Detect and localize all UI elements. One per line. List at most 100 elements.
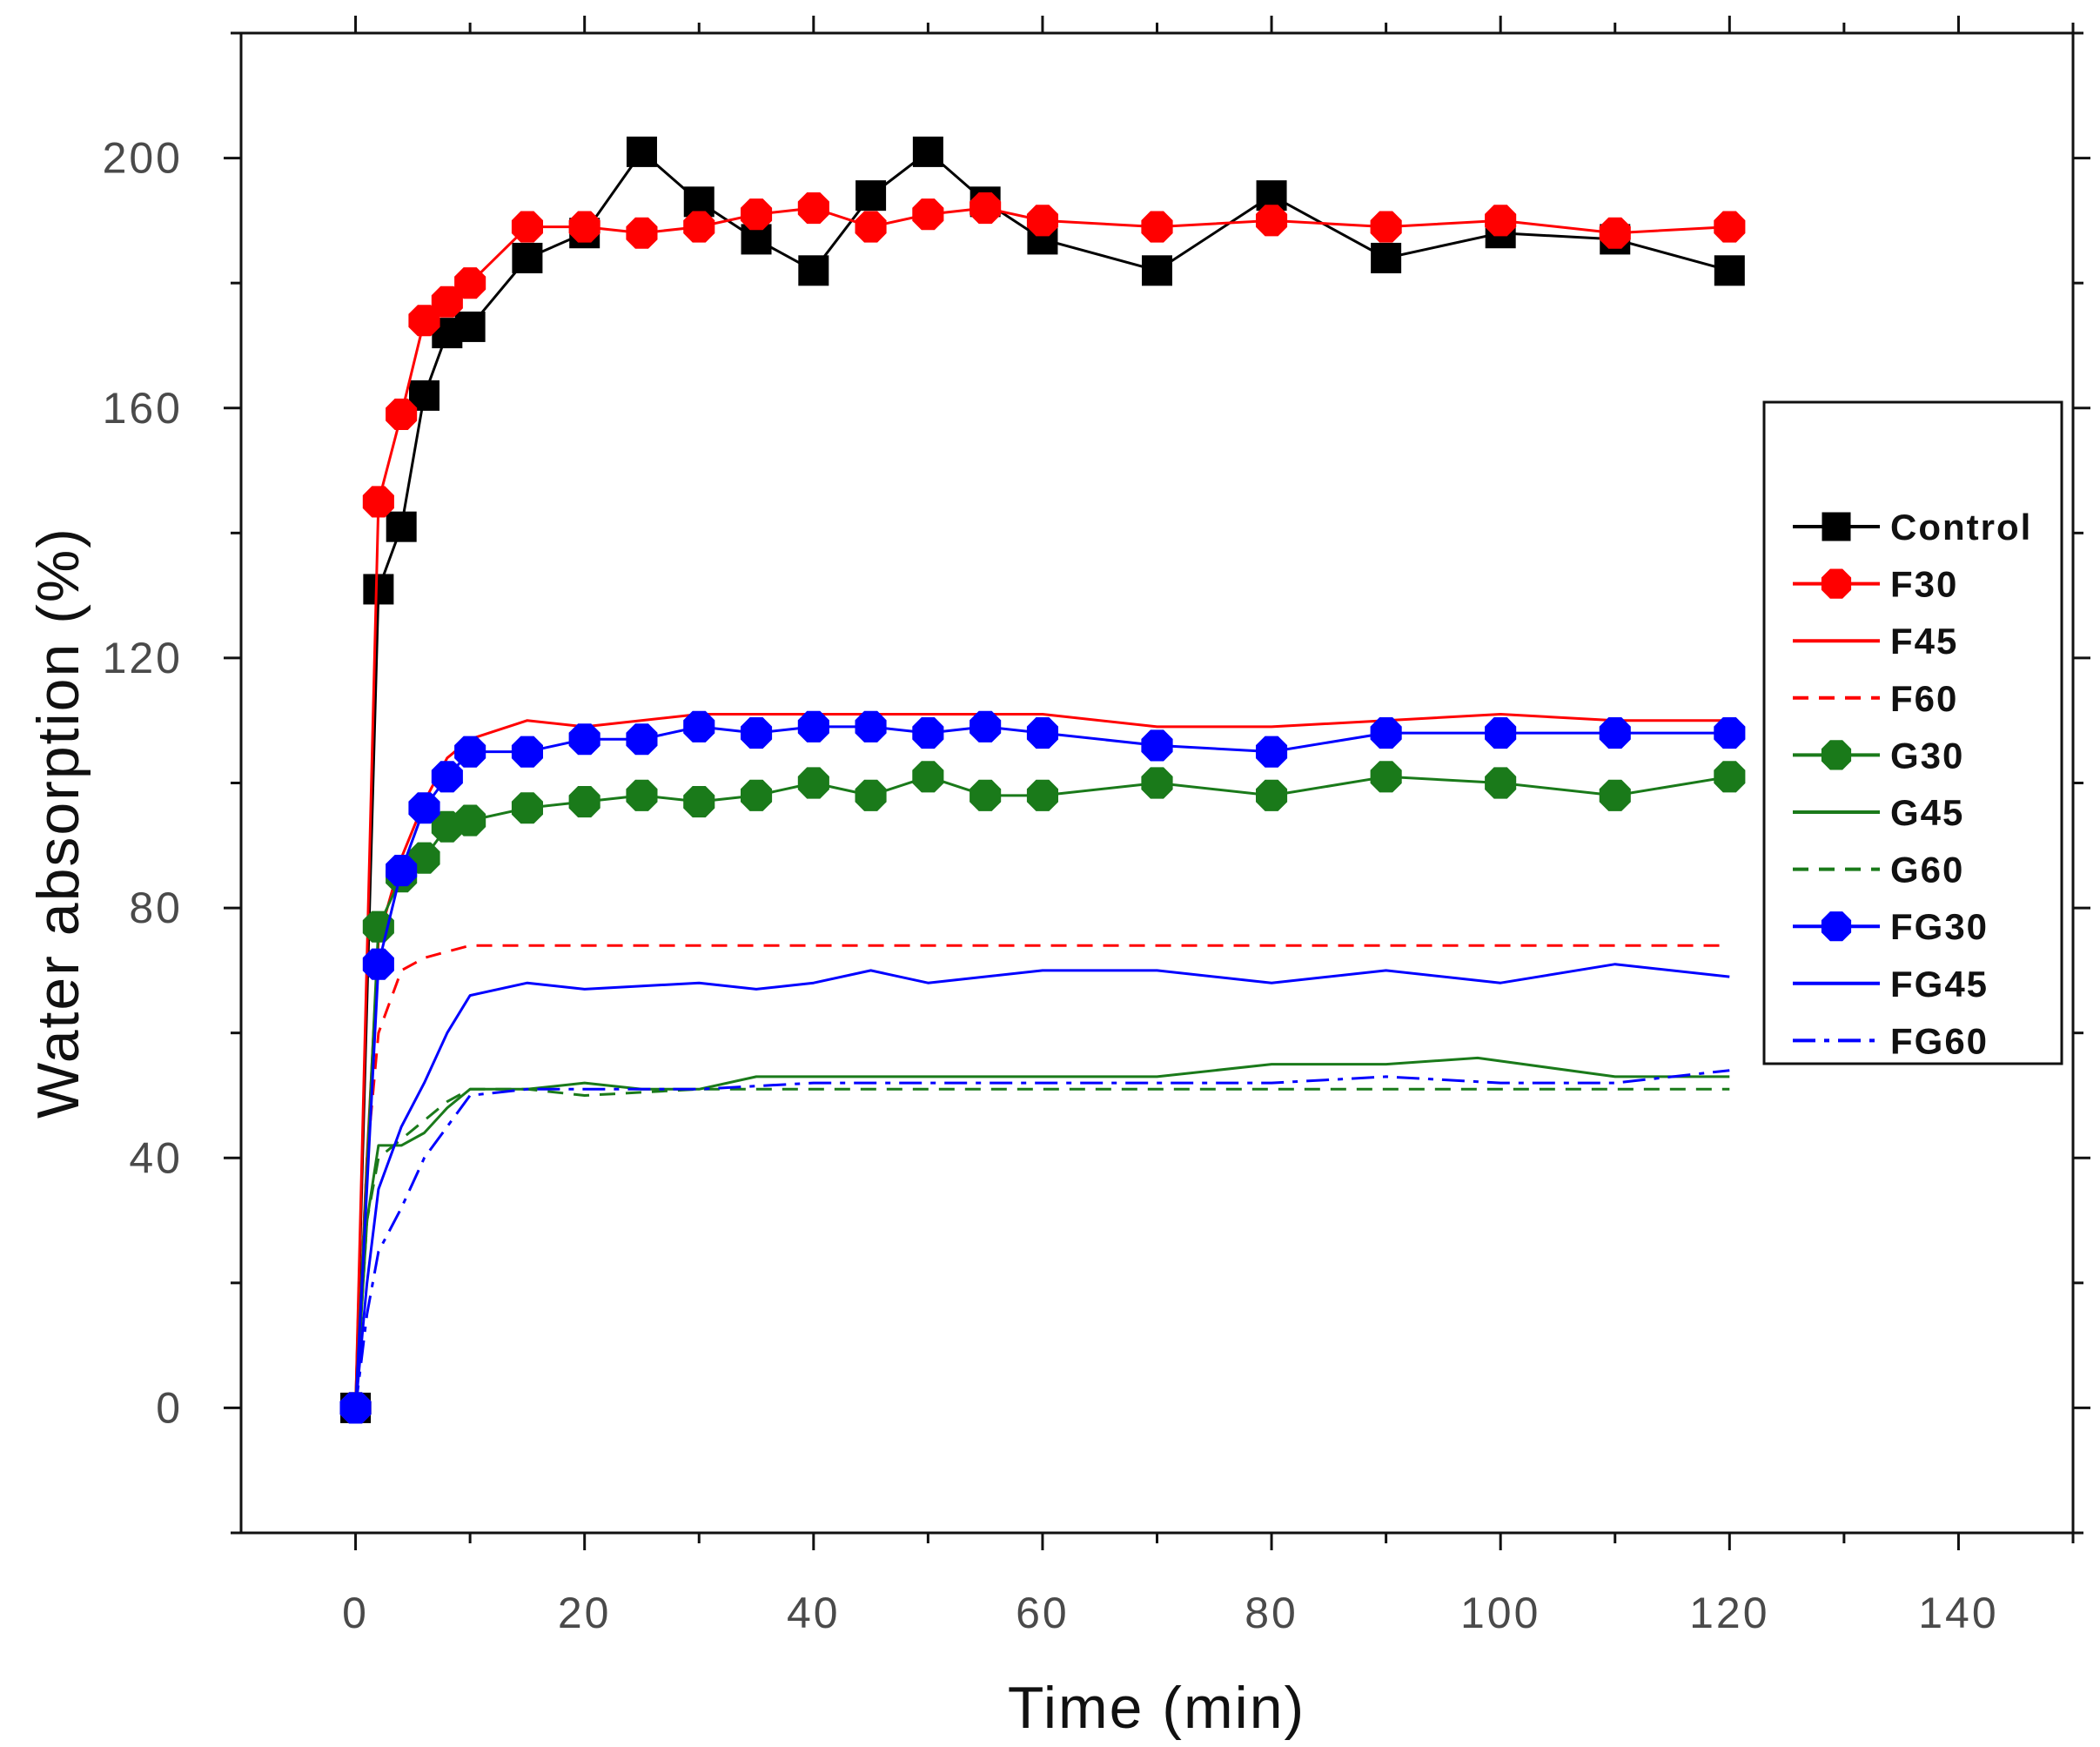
data-point bbox=[511, 792, 543, 824]
series-line bbox=[354, 1087, 1730, 1408]
y-tick-label: 200 bbox=[103, 134, 183, 183]
data-point bbox=[1370, 717, 1402, 749]
data-point bbox=[912, 198, 944, 231]
data-point bbox=[741, 779, 773, 811]
x-tick-label: 100 bbox=[1460, 1589, 1540, 1637]
data-point bbox=[1821, 911, 1852, 942]
data-point bbox=[1821, 740, 1852, 770]
legend-label: F45 bbox=[1890, 621, 1958, 662]
legend-entry: F60 bbox=[1793, 678, 1956, 719]
data-point bbox=[969, 192, 1002, 225]
legend-box bbox=[1762, 400, 2063, 1065]
series-line bbox=[354, 775, 1730, 1408]
data-point bbox=[1822, 512, 1851, 541]
series-line bbox=[354, 713, 1730, 1408]
data-point bbox=[741, 717, 773, 749]
data-point bbox=[1371, 242, 1402, 273]
data-point bbox=[568, 211, 600, 243]
x-tick-label: 80 bbox=[1245, 1589, 1298, 1637]
legend-label: G30 bbox=[1890, 735, 1964, 776]
x-tick-label: 20 bbox=[558, 1589, 612, 1637]
axis-ticks bbox=[224, 16, 2090, 1550]
legend-label: Control bbox=[1890, 507, 2032, 548]
data-point bbox=[626, 136, 657, 167]
x-tick-label: 40 bbox=[787, 1589, 841, 1637]
series-line bbox=[354, 944, 1730, 1408]
data-point bbox=[1599, 217, 1631, 249]
legend-label: FG60 bbox=[1890, 1020, 1989, 1061]
y-tick-label: 80 bbox=[129, 884, 183, 932]
data-point bbox=[511, 211, 543, 243]
data-point bbox=[1141, 767, 1173, 799]
legend-entry: F45 bbox=[1793, 621, 1958, 662]
y-tick-label: 0 bbox=[156, 1383, 183, 1432]
data-point bbox=[1026, 717, 1058, 749]
data-point bbox=[683, 786, 715, 818]
series-line bbox=[354, 963, 1730, 1408]
series-g60 bbox=[354, 1087, 1730, 1408]
legend-entry: G30 bbox=[1793, 735, 1964, 776]
legend-label: F30 bbox=[1890, 564, 1958, 605]
data-point bbox=[855, 779, 887, 811]
data-point bbox=[1026, 205, 1058, 237]
y-axis-title: Water absorption (%) bbox=[25, 527, 91, 1119]
data-point bbox=[855, 180, 887, 212]
x-tick-label: 140 bbox=[1918, 1589, 1998, 1637]
data-point bbox=[1256, 180, 1287, 212]
data-point bbox=[362, 486, 394, 518]
data-point bbox=[626, 779, 658, 811]
data-point bbox=[969, 710, 1002, 742]
data-point bbox=[454, 736, 486, 768]
data-point bbox=[855, 710, 887, 742]
data-point bbox=[1256, 205, 1288, 237]
series-g45 bbox=[354, 1056, 1730, 1408]
data-point bbox=[1714, 255, 1745, 286]
data-point bbox=[797, 192, 829, 225]
data-point bbox=[362, 948, 394, 980]
data-point bbox=[683, 710, 715, 742]
data-point bbox=[969, 779, 1002, 811]
series-fg45 bbox=[354, 963, 1730, 1408]
legend-entry: FG30 bbox=[1793, 906, 1987, 947]
data-point bbox=[386, 511, 417, 542]
legend-entry: G60 bbox=[1793, 850, 1964, 890]
legend-label: G60 bbox=[1890, 850, 1964, 890]
data-point bbox=[511, 736, 543, 768]
data-point bbox=[1485, 717, 1517, 749]
data-point bbox=[454, 311, 486, 342]
data-point bbox=[855, 211, 887, 243]
legend-label: G45 bbox=[1890, 792, 1964, 833]
data-point bbox=[626, 217, 658, 249]
data-point bbox=[1714, 717, 1746, 749]
series-fg60 bbox=[354, 1069, 1730, 1408]
x-tick-label: 120 bbox=[1689, 1589, 1769, 1637]
data-point bbox=[454, 267, 486, 299]
series-f30 bbox=[339, 192, 1746, 1424]
x-axis-title: Time (min) bbox=[1008, 1675, 1305, 1741]
series-layer bbox=[339, 136, 1746, 1424]
y-tick-label: 40 bbox=[129, 1133, 183, 1182]
data-point bbox=[512, 242, 543, 273]
data-point bbox=[1141, 211, 1173, 243]
y-tick-label: 160 bbox=[103, 384, 183, 433]
data-point bbox=[1370, 211, 1402, 243]
series-line bbox=[354, 725, 1730, 1408]
data-point bbox=[568, 723, 600, 756]
data-point bbox=[1026, 779, 1058, 811]
data-point bbox=[683, 211, 715, 243]
series-line bbox=[354, 150, 1730, 1408]
series-f45 bbox=[354, 713, 1730, 1408]
legend-label: FG45 bbox=[1890, 964, 1989, 1005]
x-tick-label: 0 bbox=[342, 1589, 369, 1637]
data-point bbox=[408, 792, 440, 824]
data-point bbox=[1142, 255, 1172, 286]
data-point bbox=[912, 136, 943, 167]
data-point bbox=[339, 1392, 372, 1424]
data-point bbox=[1256, 779, 1288, 811]
data-point bbox=[1821, 568, 1852, 599]
data-point bbox=[797, 710, 829, 742]
series-line bbox=[354, 1056, 1730, 1408]
data-point bbox=[798, 255, 829, 286]
data-point bbox=[431, 761, 463, 793]
